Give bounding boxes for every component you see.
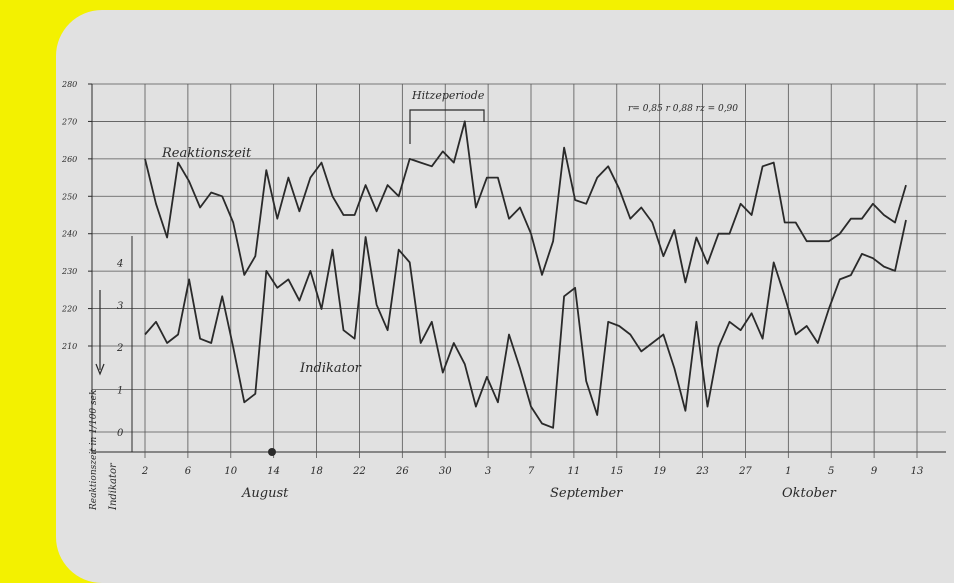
x-tick-label: 27 <box>738 466 752 477</box>
x-tick-label: 14 <box>267 466 280 477</box>
x-tick-label: 9 <box>871 466 878 477</box>
annotation-stats: r= 0,85 r 0,88 rz = 0,90 <box>628 104 738 114</box>
x-tick-label: 7 <box>528 466 535 477</box>
month-oktober: Oktober <box>782 486 837 501</box>
x-tick-label: 23 <box>695 466 709 477</box>
series-line-reaktionszeit <box>144 120 907 284</box>
x-tick-label: 13 <box>911 466 924 477</box>
x-tick-label: 26 <box>395 466 409 477</box>
x-tick-label: 6 <box>185 466 192 477</box>
x-tick-label: 2 <box>141 466 148 477</box>
y-tick-right: 0 <box>117 428 124 439</box>
x-tick-label: 19 <box>653 466 666 477</box>
y-tick-left: 260 <box>61 155 77 164</box>
y-tick-left: 280 <box>61 80 77 89</box>
series-line-indikator <box>144 219 907 429</box>
period-bracket <box>409 109 485 144</box>
y-tick-left: 250 <box>61 192 77 201</box>
x-tick-label: 10 <box>224 466 237 477</box>
series-lines <box>144 120 907 429</box>
y-axis-arrow <box>95 290 105 376</box>
y-axis-label-right: Indikator <box>108 462 119 511</box>
x-tick-label: 11 <box>568 466 581 477</box>
x-tick-label: 1 <box>785 466 791 477</box>
grid <box>91 83 946 458</box>
x-tick-label: 30 <box>439 466 452 477</box>
chart-panel <box>56 10 954 583</box>
y-tick-right: 2 <box>116 343 123 354</box>
series-label-indikator: Indikator <box>299 361 362 376</box>
y-tick-right: 3 <box>117 301 123 312</box>
series-label-reaktionszeit: Reaktionszeit <box>161 146 252 161</box>
y-tick-right: 1 <box>117 386 123 397</box>
x-tick-label: 18 <box>310 466 323 477</box>
y-tick-left: 230 <box>61 267 77 276</box>
x-tick-label: 3 <box>485 466 491 477</box>
x-tick-label: 5 <box>828 466 834 477</box>
y-axis-label-left: Reaktionszeit in 1/100 sek <box>89 390 99 511</box>
y-tick-left: 270 <box>61 117 77 126</box>
y-tick-left: 210 <box>61 342 77 351</box>
month-august: August <box>241 486 289 501</box>
y-tick-left: 240 <box>61 230 77 239</box>
y-tick-right: 4 <box>116 258 123 269</box>
x-tick-label: 22 <box>352 466 366 477</box>
marker-dot <box>268 448 276 456</box>
y-tick-left: 220 <box>61 305 77 314</box>
month-september: September <box>550 486 623 501</box>
annotation-period: Hitzeperiode <box>411 89 485 102</box>
x-tick-label: 15 <box>610 466 623 477</box>
